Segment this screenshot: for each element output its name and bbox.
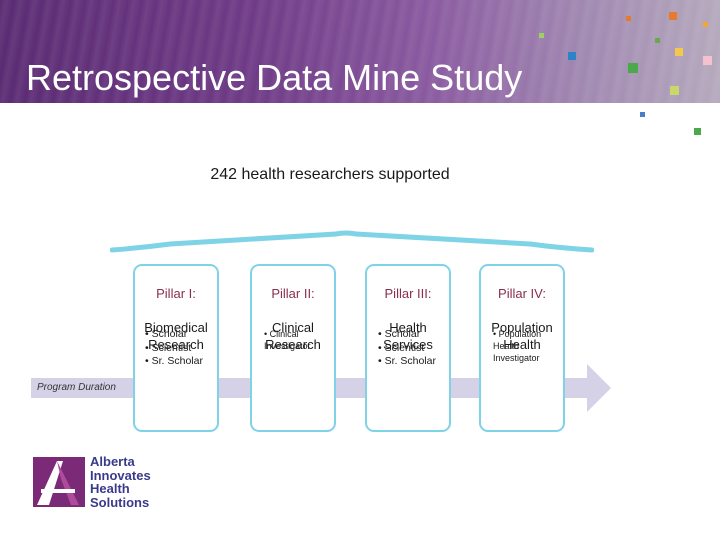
decor-square [626,16,631,21]
pillar-title-1: Pillar I: Biomedical Research [133,268,219,353]
arch-bracket [110,230,594,253]
decor-square [703,56,712,65]
pillar-prefix: Pillar I: [156,286,196,301]
pillar-years-2: 3+3 years [259,378,299,417]
pillar-roles-1: • Scholar • Scientist • Sr. Scholar [145,328,203,367]
decor-square [669,12,677,20]
decor-square [703,22,708,27]
decor-square [539,33,544,38]
pillar-name: Population Health [491,320,553,352]
pillar-card-2 [250,264,336,432]
page-title: Retrospective Data Mine Study [26,57,523,98]
pillar-title-2: Pillar II: Clinical Research [250,268,336,353]
pillar-prefix: Pillar III: [384,286,432,301]
pillar-roles-2: • Clinical Investigator [264,329,311,351]
header-sheen [0,0,720,103]
pillar-years-3: 5 years [378,378,431,395]
header-banner: Retrospective Data Mine Study [0,0,720,103]
logo-text: Alberta Innovates Health Solutions [90,454,151,510]
pillar-prefix: Pillar II: [271,286,315,301]
decor-square [568,52,576,60]
decor-square [675,48,683,56]
pillar-name: Health Services [383,320,433,352]
aihs-logo-icon [33,457,85,507]
pillar-prefix: Pillar IV: [498,286,546,301]
pillar-title-3: Pillar III: Health Services [365,268,451,353]
pillar-title-4: Pillar IV: Population Health [479,268,565,353]
program-duration-label: Program Duration [37,382,116,393]
decor-square [640,112,645,117]
pillar-years-1: 5 years [145,378,198,395]
pillar-card-1 [133,264,219,432]
decor-square [628,63,638,73]
pillar-roles-3: • Scholar • Scientist • Sr. Scholar [378,328,436,367]
pillar-name: Biomedical Research [144,320,208,352]
pillar-name: Clinical Research [265,320,321,352]
decor-square [655,38,660,43]
pillar-card-4 [479,264,565,432]
decor-square [694,128,701,135]
decor-square [670,86,679,95]
pillar-roles-4: • Population Health Investigator [493,329,542,363]
pillar-card-3 [365,264,451,432]
pillar-years-4: 3+3 years [487,378,527,417]
headline: 242 health researchers supported [210,166,450,183]
